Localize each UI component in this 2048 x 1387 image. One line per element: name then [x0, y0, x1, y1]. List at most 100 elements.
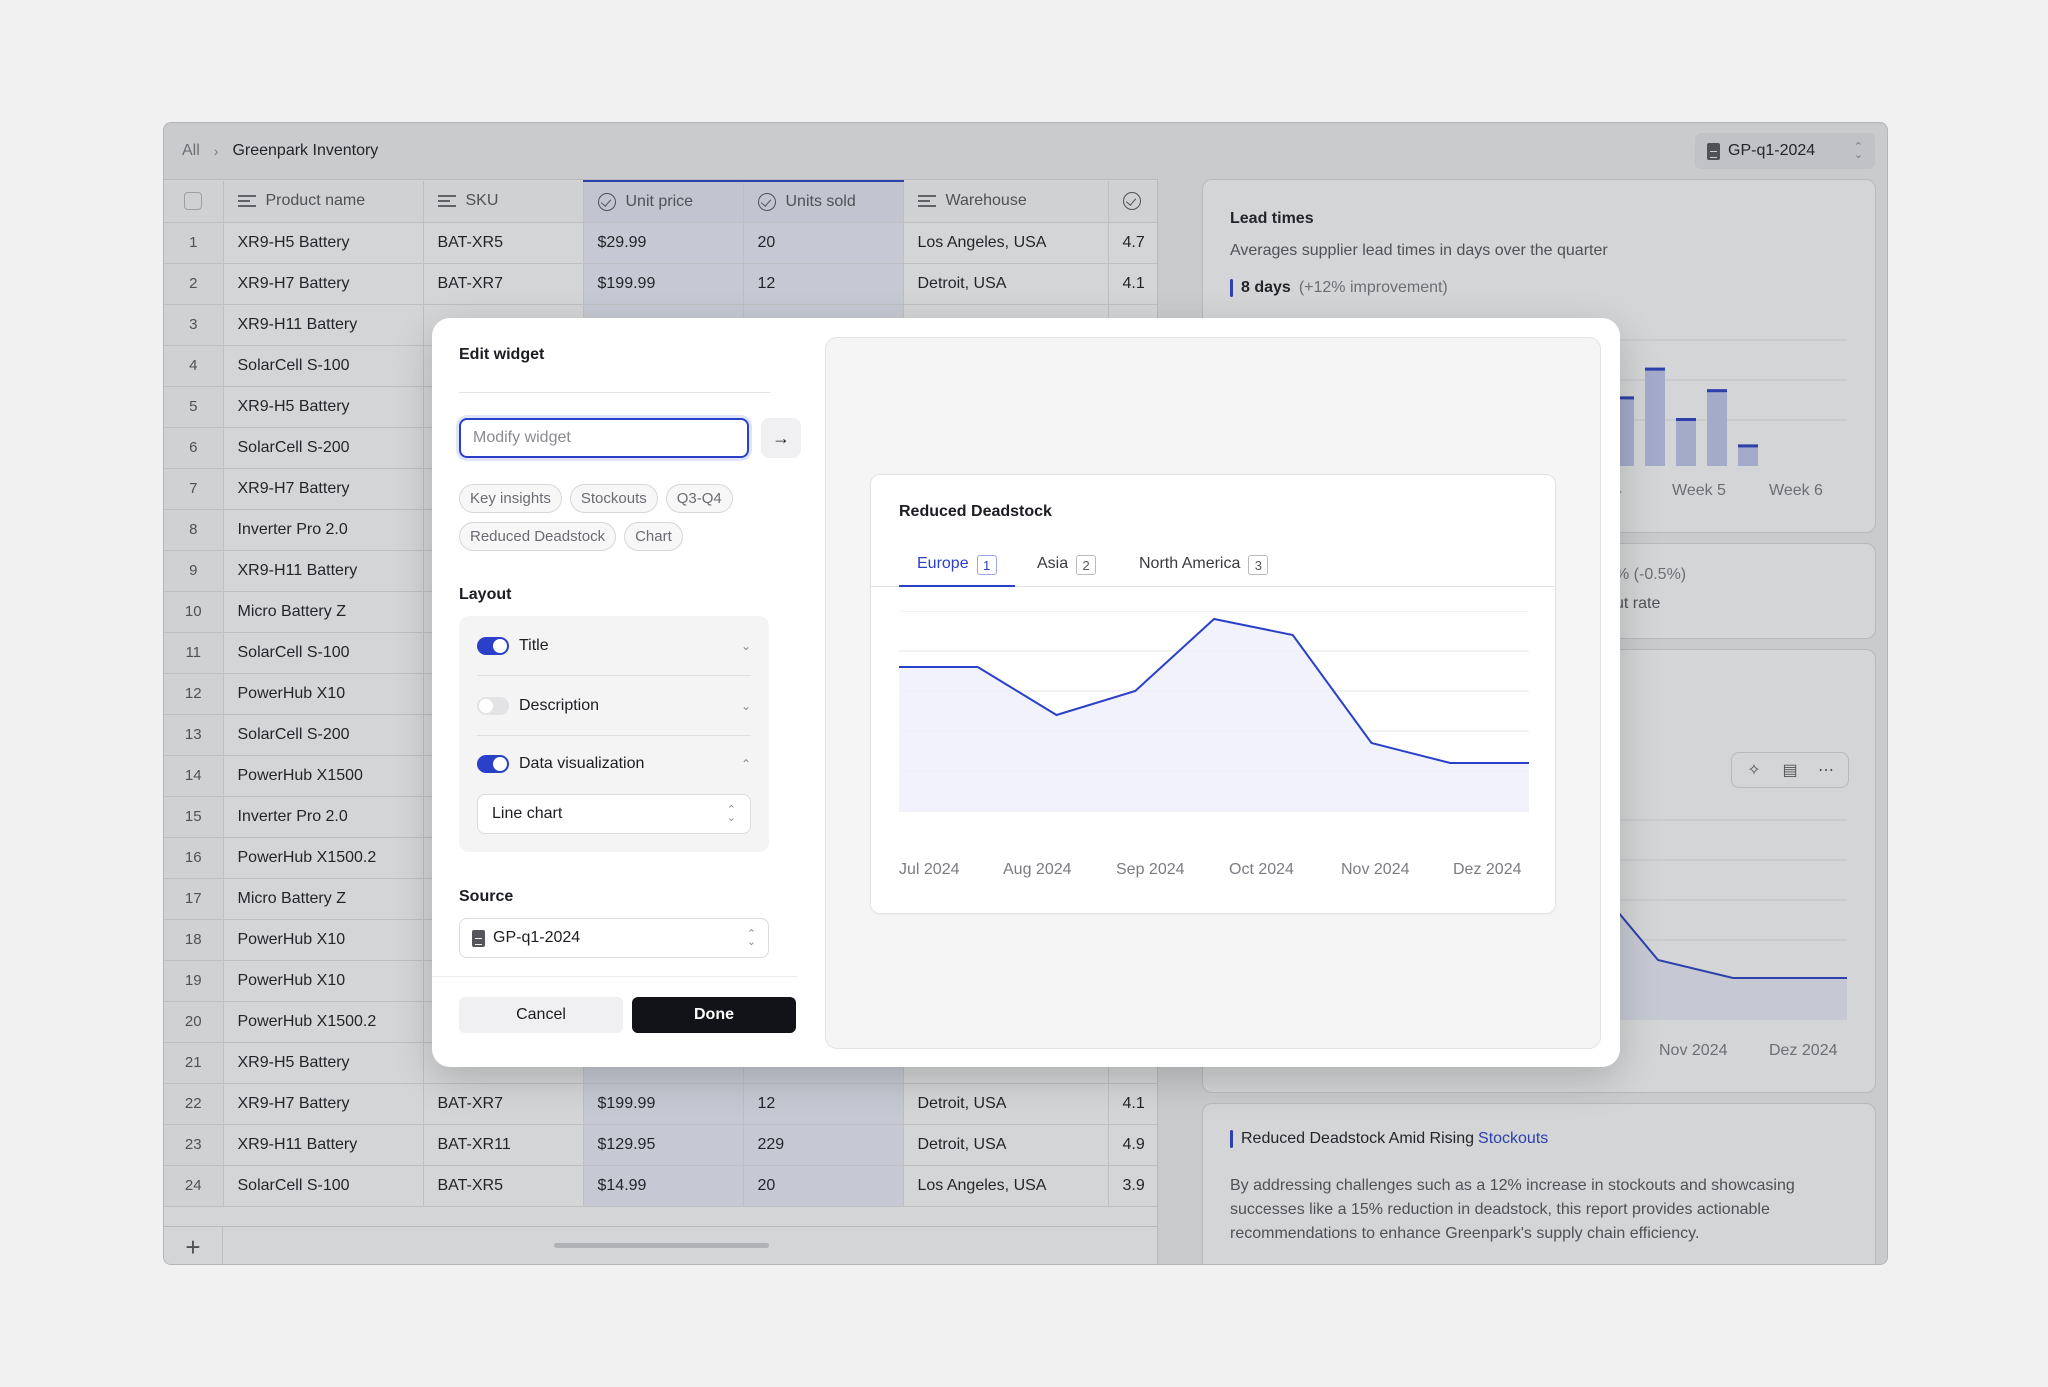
cell-product-name[interactable]: Micro Battery Z — [223, 878, 424, 920]
chip-q3-q4[interactable]: Q3-Q4 — [665, 484, 733, 513]
cell-rating[interactable]: 3.9 — [1108, 1165, 1157, 1207]
row-number[interactable]: 22 — [164, 1083, 224, 1125]
cell-unit-price[interactable]: $199.99 — [583, 1083, 744, 1125]
table-row[interactable]: 23 XR9-H11 Battery BAT-XR11 $129.95 229 Detro… — [164, 1124, 1157, 1166]
summary-widget[interactable]: Reduced Deadstock Amid Rising Stockouts … — [1202, 1103, 1876, 1264]
cell-product-name[interactable]: Inverter Pro 2.0 — [223, 796, 424, 838]
breadcrumb-all[interactable]: All — [182, 142, 200, 159]
cell-product-name[interactable]: SolarCell S-200 — [223, 427, 424, 469]
row-number[interactable]: 20 — [164, 1001, 224, 1043]
row-number[interactable]: 4 — [164, 345, 224, 387]
cell-product-name[interactable]: SolarCell S-200 — [223, 714, 424, 756]
tab-europe[interactable]: Europe 1 — [899, 547, 1015, 587]
cell-sku[interactable]: BAT-XR7 — [423, 263, 584, 305]
cell-unit-price[interactable]: $129.95 — [583, 1124, 744, 1166]
row-number[interactable]: 16 — [164, 837, 224, 879]
tab-asia[interactable]: Asia 2 — [1037, 547, 1097, 587]
chevron-down-icon[interactable]: ⌄ — [740, 698, 751, 713]
table-row[interactable]: 22 XR9-H7 Battery BAT-XR7 $199.99 12 Detroit,… — [164, 1083, 1157, 1125]
row-number[interactable]: 13 — [164, 714, 224, 756]
cell-product-name[interactable]: XR9-H11 Battery — [223, 550, 424, 592]
layout-row-description[interactable]: Description ⌄ — [477, 676, 751, 736]
add-row-button[interactable]: + — [164, 1227, 223, 1264]
row-number[interactable]: 5 — [164, 386, 224, 428]
data-visualization-toggle[interactable] — [477, 755, 509, 773]
cell-sku[interactable]: BAT-XR11 — [423, 1124, 584, 1166]
table-row[interactable]: 2 XR9-H7 Battery BAT-XR7 $199.99 12 Detroit, … — [164, 263, 1157, 305]
cell-sku[interactable]: BAT-XR5 — [423, 222, 584, 264]
cell-product-name[interactable]: PowerHub X10 — [223, 960, 424, 1002]
cell-warehouse[interactable]: Detroit, USA — [903, 1083, 1109, 1125]
cancel-button[interactable]: Cancel — [459, 997, 623, 1033]
row-number[interactable]: 9 — [164, 550, 224, 592]
cell-product-name[interactable]: Inverter Pro 2.0 — [223, 509, 424, 551]
tab-north-america[interactable]: North America 3 — [1139, 547, 1269, 587]
layout-icon[interactable]: ▤ — [1782, 762, 1798, 779]
cell-sku[interactable]: BAT-XR7 — [423, 1083, 584, 1125]
select-all-checkbox[interactable] — [184, 192, 203, 211]
submit-prompt-button[interactable]: → — [761, 418, 801, 458]
row-number[interactable]: 1 — [164, 222, 224, 264]
cell-warehouse[interactable]: Los Angeles, USA — [903, 1165, 1109, 1207]
cell-product-name[interactable]: PowerHub X1500.2 — [223, 1001, 424, 1043]
row-number[interactable]: 12 — [164, 673, 224, 715]
cell-product-name[interactable]: XR9-H11 Battery — [223, 304, 424, 346]
cell-product-name[interactable]: XR9-H5 Battery — [223, 386, 424, 428]
row-number[interactable]: 24 — [164, 1165, 224, 1207]
column-header-product[interactable]: Product name — [223, 181, 424, 223]
chip-stockouts[interactable]: Stockouts — [569, 484, 658, 513]
column-header-rating[interactable] — [1108, 181, 1157, 223]
row-number[interactable]: 7 — [164, 468, 224, 510]
cell-product-name[interactable]: Micro Battery Z — [223, 591, 424, 633]
chip-chart[interactable]: Chart — [624, 522, 683, 551]
cell-product-name[interactable]: SolarCell S-100 — [223, 345, 424, 387]
row-number[interactable]: 2 — [164, 263, 224, 305]
pin-icon[interactable]: ✧ — [1747, 762, 1761, 779]
cell-rating[interactable]: 4.7 — [1108, 222, 1157, 264]
cell-rating[interactable]: 4.1 — [1108, 1083, 1157, 1125]
select-all-cell[interactable] — [164, 181, 224, 223]
row-number[interactable]: 8 — [164, 509, 224, 551]
source-select[interactable]: GP-q1-2024 ⌃ ⌄ — [1695, 133, 1875, 169]
cell-unit-price[interactable]: $29.99 — [583, 222, 744, 264]
table-row[interactable]: 1 XR9-H5 Battery BAT-XR5 $29.99 20 Los Angele… — [164, 222, 1157, 264]
cell-warehouse[interactable]: Los Angeles, USA — [903, 222, 1109, 264]
cell-product-name[interactable]: SolarCell S-100 — [223, 632, 424, 674]
cell-product-name[interactable]: PowerHub X1500.2 — [223, 837, 424, 879]
row-number[interactable]: 11 — [164, 632, 224, 674]
modify-widget-input[interactable] — [459, 418, 749, 458]
chip-reduced-deadstock[interactable]: Reduced Deadstock — [459, 522, 617, 551]
description-toggle[interactable] — [477, 696, 509, 715]
horizontal-scrollbar[interactable] — [554, 1243, 769, 1248]
cell-rating[interactable]: 4.9 — [1108, 1124, 1157, 1166]
cell-rating[interactable]: 4.1 — [1108, 263, 1157, 305]
column-header-sku[interactable]: SKU — [423, 181, 584, 223]
cell-product-name[interactable]: XR9-H11 Battery — [223, 1124, 424, 1166]
cell-product-name[interactable]: XR9-H7 Battery — [223, 1083, 424, 1125]
cell-units-sold[interactable]: 20 — [743, 1165, 904, 1207]
chevron-down-icon[interactable]: ⌄ — [740, 638, 751, 653]
chip-key-insights[interactable]: Key insights — [459, 484, 562, 513]
done-button[interactable]: Done — [632, 997, 796, 1033]
column-header-units-sold[interactable]: Units sold — [743, 180, 904, 223]
cell-unit-price[interactable]: $199.99 — [583, 263, 744, 305]
cell-product-name[interactable]: PowerHub X10 — [223, 919, 424, 961]
table-row[interactable]: 24 SolarCell S-100 BAT-XR5 $14.99 20 Los Ange… — [164, 1165, 1157, 1207]
cell-product-name[interactable]: PowerHub X10 — [223, 673, 424, 715]
cell-units-sold[interactable]: 229 — [743, 1124, 904, 1166]
cell-warehouse[interactable]: Detroit, USA — [903, 1124, 1109, 1166]
row-number[interactable]: 15 — [164, 796, 224, 838]
layout-row-data-visualization[interactable]: Data visualization ⌃ — [477, 736, 751, 792]
row-number[interactable]: 23 — [164, 1124, 224, 1166]
cell-units-sold[interactable]: 12 — [743, 263, 904, 305]
cell-product-name[interactable]: XR9-H5 Battery — [223, 222, 424, 264]
summary-title-link[interactable]: Stockouts — [1478, 1130, 1549, 1147]
cell-product-name[interactable]: XR9-H7 Battery — [223, 468, 424, 510]
cell-units-sold[interactable]: 12 — [743, 1083, 904, 1125]
row-number[interactable]: 10 — [164, 591, 224, 633]
row-number[interactable]: 14 — [164, 755, 224, 797]
title-toggle[interactable] — [477, 636, 509, 655]
cell-product-name[interactable]: PowerHub X1500 — [223, 755, 424, 797]
row-number[interactable]: 17 — [164, 878, 224, 920]
cell-warehouse[interactable]: Detroit, USA — [903, 263, 1109, 305]
